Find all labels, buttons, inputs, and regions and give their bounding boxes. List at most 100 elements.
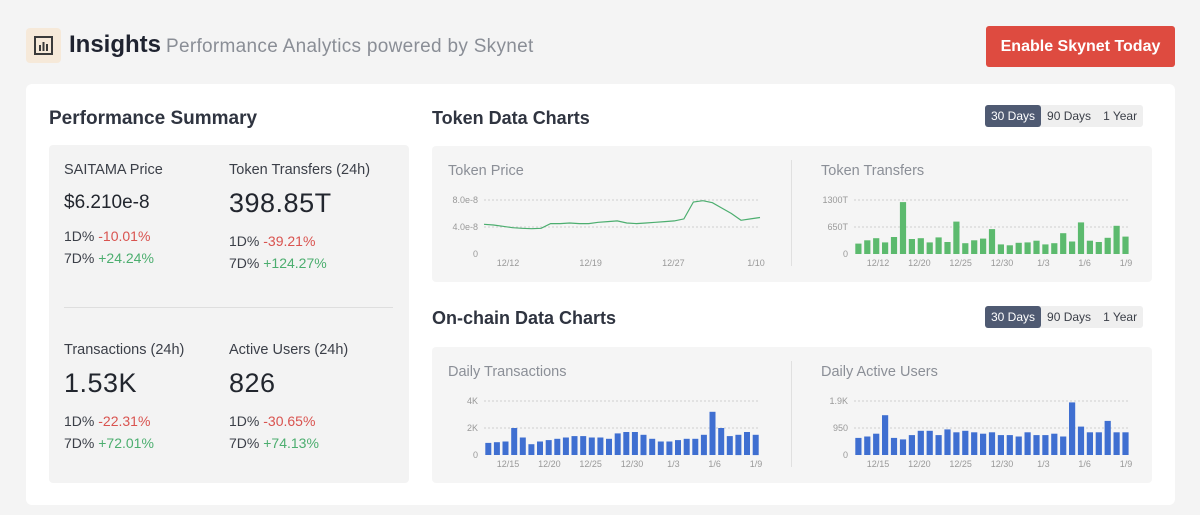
bar bbox=[1095, 242, 1102, 254]
bar bbox=[700, 434, 707, 456]
enable-skynet-button[interactable]: Enable Skynet Today bbox=[986, 26, 1175, 67]
bar bbox=[899, 202, 907, 254]
bar bbox=[545, 440, 552, 455]
x-tick-label: 1/3 bbox=[1037, 258, 1050, 266]
chart-divider bbox=[791, 361, 792, 467]
x-tick-label: 12/20 bbox=[908, 459, 931, 467]
metric-value: 826 bbox=[229, 368, 276, 398]
chart-title: Daily Active Users bbox=[821, 364, 938, 380]
bar bbox=[528, 444, 535, 455]
metric-7d-label: 7D% bbox=[229, 435, 260, 451]
bar bbox=[873, 433, 880, 455]
bar bbox=[493, 442, 500, 455]
metric-label: SAITAMA Price bbox=[64, 162, 163, 178]
bar bbox=[980, 238, 987, 254]
y-tick-label: 4K bbox=[467, 396, 478, 406]
y-tick-label: 950 bbox=[833, 423, 848, 433]
bar bbox=[899, 439, 907, 455]
metric-1d-change: -10.01% bbox=[98, 228, 151, 244]
bar bbox=[752, 434, 759, 456]
bar bbox=[971, 240, 978, 254]
onchain-range-30-days[interactable]: 30 Days bbox=[985, 306, 1042, 328]
bar bbox=[971, 432, 978, 455]
chart-divider bbox=[791, 160, 792, 266]
bar bbox=[562, 437, 569, 455]
bar bbox=[485, 442, 492, 455]
bar-chart-icon bbox=[34, 36, 53, 55]
bar bbox=[623, 432, 630, 455]
bar bbox=[692, 438, 699, 455]
bar bbox=[935, 435, 942, 455]
x-tick-label: 12/20 bbox=[538, 459, 561, 467]
x-tick-label: 1/10 bbox=[747, 258, 765, 266]
bar bbox=[1086, 240, 1093, 254]
bar bbox=[571, 436, 578, 455]
bar bbox=[944, 429, 951, 455]
y-tick-label: 0 bbox=[843, 450, 848, 460]
x-tick-label: 1/9 bbox=[1120, 258, 1133, 266]
bar bbox=[997, 435, 1004, 455]
metric-1d-label: 1D% bbox=[229, 233, 260, 249]
x-tick-label: 1/3 bbox=[667, 459, 680, 467]
y-tick-label: 2K bbox=[467, 423, 478, 433]
page-header: Insights Performance Analytics powered b… bbox=[0, 0, 1200, 84]
token-range-30-days[interactable]: 30 Days bbox=[985, 105, 1042, 127]
daily-transactions-chart: 4K 2K 0 12/15 12/20 12/25 12/30 1/3 1/6 1/9 bbox=[467, 396, 763, 467]
metric-label: Active Users (24h) bbox=[229, 342, 349, 358]
bar bbox=[597, 437, 604, 455]
metric-7d-change: +72.01% bbox=[98, 435, 154, 451]
performance-summary-panel: SAITAMA Price $6.210e-8 1D% -10.01% 7D% … bbox=[49, 145, 409, 483]
onchain-charts-title: On-chain Data Charts bbox=[432, 308, 617, 328]
bar bbox=[709, 411, 716, 455]
bar bbox=[926, 430, 933, 455]
x-tick-label: 1/6 bbox=[1078, 459, 1091, 467]
x-tick-label: 12/12 bbox=[497, 258, 520, 266]
bar bbox=[675, 440, 681, 455]
bar bbox=[1122, 432, 1129, 455]
bar bbox=[1015, 242, 1022, 254]
token-charts-panel: Token Price 8.0e-8 4.0e-8 0 12/12 12/19 12/27… bbox=[432, 146, 1152, 282]
x-tick-label: 1/6 bbox=[708, 459, 721, 467]
bar bbox=[640, 434, 647, 456]
bar bbox=[631, 432, 638, 455]
bar bbox=[855, 243, 862, 254]
onchain-range-selector: 30 Days 90 Days 1 Year bbox=[985, 306, 1144, 328]
y-tick-label: 1300T bbox=[822, 195, 848, 205]
bar bbox=[1104, 420, 1111, 455]
bar bbox=[666, 441, 673, 455]
metric-7d-label: 7D% bbox=[229, 255, 260, 271]
onchain-charts-panel: Daily Transactions 4K 2K 0 12/15 12/20 12/25 1… bbox=[432, 347, 1152, 483]
bar bbox=[864, 240, 871, 254]
bar bbox=[873, 238, 880, 254]
y-tick-label: 0 bbox=[473, 450, 478, 460]
chart-title: Token Transfers bbox=[821, 163, 925, 179]
x-tick-label: 12/12 bbox=[867, 258, 890, 266]
bar bbox=[864, 436, 871, 455]
bar bbox=[1122, 236, 1129, 254]
onchain-range-1-year[interactable]: 1 Year bbox=[1103, 310, 1138, 324]
metric-1d-label: 1D% bbox=[229, 413, 260, 429]
performance-summary-title: Performance Summary bbox=[49, 108, 258, 129]
x-tick-label: 12/15 bbox=[867, 459, 890, 467]
summary-divider bbox=[64, 307, 393, 308]
x-tick-label: 12/25 bbox=[949, 459, 972, 467]
y-tick-label: 8.0e-8 bbox=[452, 195, 478, 205]
metric-7d-change: +24.24% bbox=[98, 250, 154, 266]
y-tick-label: 650T bbox=[827, 222, 848, 232]
bar bbox=[988, 229, 996, 254]
bar bbox=[1015, 436, 1022, 455]
bar bbox=[935, 237, 942, 254]
bar bbox=[944, 242, 951, 254]
bar bbox=[980, 433, 987, 455]
onchain-range-90-days[interactable]: 90 Days bbox=[1047, 310, 1092, 324]
metric-price: SAITAMA Price $6.210e-8 1D% -10.01% 7D% … bbox=[64, 162, 224, 266]
metric-1d-change: -30.65% bbox=[263, 413, 316, 429]
bar bbox=[744, 432, 750, 455]
bar bbox=[1069, 402, 1076, 455]
token-range-90-days[interactable]: 90 Days bbox=[1047, 109, 1092, 123]
metric-7d-change: +124.27% bbox=[263, 255, 327, 271]
token-range-1-year[interactable]: 1 Year bbox=[1103, 109, 1138, 123]
x-tick-label: 1/9 bbox=[750, 459, 763, 467]
bar bbox=[519, 437, 526, 455]
bar bbox=[953, 221, 960, 254]
